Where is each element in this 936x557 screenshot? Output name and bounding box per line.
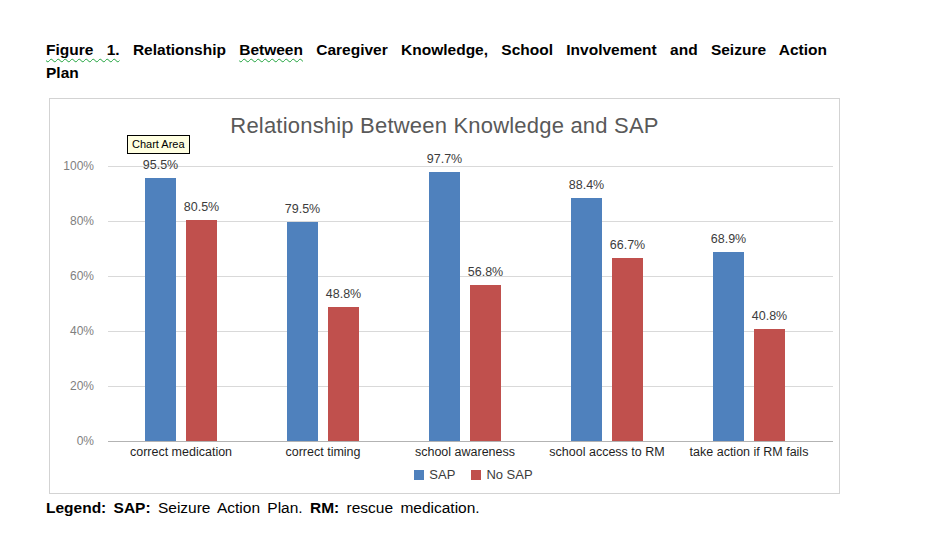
chart-legend: SAP No SAP: [116, 467, 831, 482]
bar-sap: [287, 222, 318, 441]
bar-sap: [571, 198, 602, 441]
bar-sap: [713, 252, 744, 441]
legend-note-sap-text: Seizure Action Plan.: [151, 499, 310, 516]
no-sap-series-swatch-icon: [471, 470, 481, 480]
legend-note-rm-label: RM:: [310, 499, 339, 516]
data-label: 97.7%: [413, 152, 477, 166]
data-label: 68.9%: [697, 232, 761, 246]
y-axis-tick-label: 0%: [52, 434, 94, 448]
caption-figure-number: Figure 1.: [46, 41, 120, 58]
sap-series-swatch-icon: [414, 470, 424, 480]
document-page: Figure 1. Relationship Between Caregiver…: [0, 0, 936, 557]
bar-no-sap: [754, 329, 785, 441]
bar-no-sap: [470, 285, 501, 441]
data-label: 66.7%: [596, 238, 660, 252]
x-axis-category-label: correct timing: [252, 445, 394, 459]
legend-note: Legend: SAP: Seizure Action Plan. RM: re…: [46, 499, 480, 517]
y-axis-tick-label: 100%: [52, 159, 94, 173]
bar-no-sap: [612, 258, 643, 441]
legend-note-rm-text: rescue medication.: [339, 499, 479, 516]
caption-word-between: Between: [239, 41, 303, 58]
legend-note-sap-label: SAP:: [106, 499, 150, 516]
gridline: [108, 441, 833, 442]
legend-label-sap: SAP: [429, 467, 455, 482]
y-axis-tick-label: 80%: [52, 214, 94, 228]
caption-text: Caregiver Knowledge, School Involvement …: [303, 41, 827, 58]
gridline: [108, 166, 833, 167]
data-label: 95.5%: [129, 158, 193, 172]
y-axis-tick-label: 40%: [52, 324, 94, 338]
bar-no-sap: [186, 220, 217, 441]
data-label: 40.8%: [738, 309, 802, 323]
data-label: 88.4%: [555, 178, 619, 192]
caption-text: Relationship: [120, 41, 240, 58]
x-axis-category-label: school awareness: [394, 445, 536, 459]
data-label: 48.8%: [312, 287, 376, 301]
figure-caption: Figure 1. Relationship Between Caregiver…: [46, 38, 827, 84]
chart-object[interactable]: Relationship Between Knowledge and SAP C…: [49, 98, 840, 494]
data-label: 79.5%: [271, 202, 335, 216]
data-label: 80.5%: [170, 200, 234, 214]
figure-caption-line2: Plan: [46, 64, 79, 81]
bar-sap: [145, 178, 176, 441]
x-axis-category-label: correct medication: [110, 445, 252, 459]
bar-sap: [429, 172, 460, 441]
y-axis-tick-label: 20%: [52, 379, 94, 393]
data-label: 56.8%: [454, 265, 518, 279]
legend-item-no-sap: No SAP: [471, 467, 532, 482]
chart-area-tooltip: Chart Area: [127, 135, 190, 154]
bar-no-sap: [328, 307, 359, 441]
figure-caption-line1: Figure 1. Relationship Between Caregiver…: [46, 38, 827, 61]
legend-label-no-sap: No SAP: [486, 467, 532, 482]
y-axis-tick-label: 60%: [52, 269, 94, 283]
x-axis-category-label: take action if RM fails: [678, 445, 820, 459]
legend-note-label: Legend:: [46, 499, 106, 516]
x-axis-category-label: school access to RM: [536, 445, 678, 459]
legend-item-sap: SAP: [414, 467, 455, 482]
